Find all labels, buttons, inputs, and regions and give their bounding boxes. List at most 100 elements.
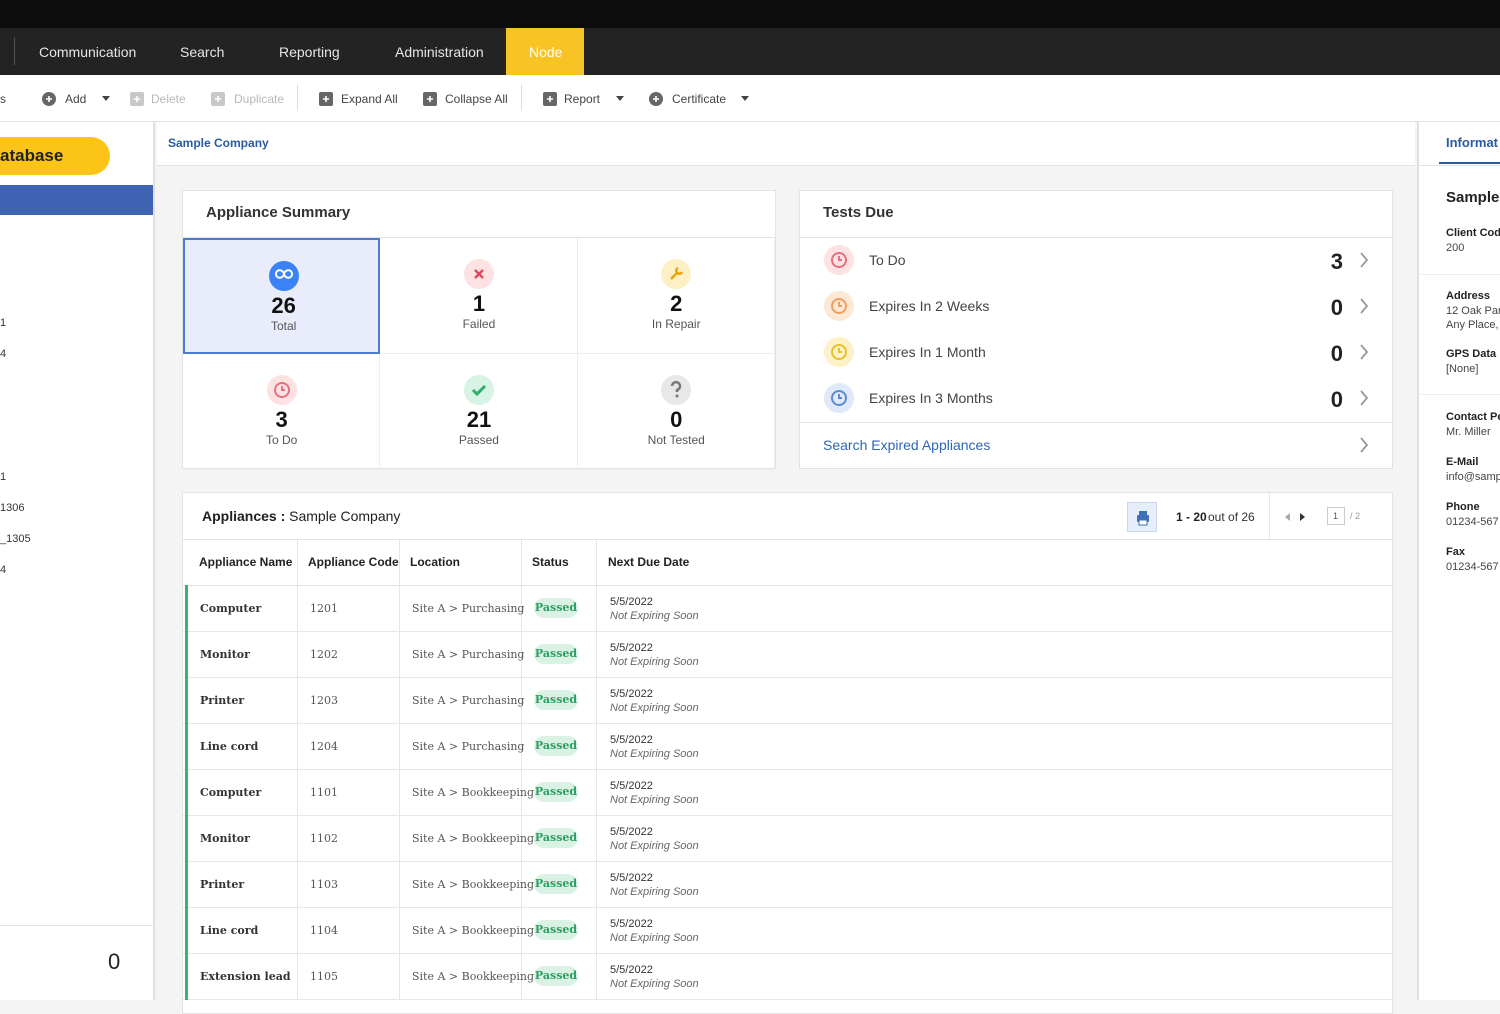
- column-divider: [399, 677, 400, 723]
- expiry-note: Not Expiring Soon: [610, 702, 699, 714]
- column-divider: [521, 723, 522, 769]
- tree-node[interactable]: 4: [0, 564, 7, 576]
- clock-icon-part: [838, 394, 842, 399]
- tree-node[interactable]: 1: [0, 471, 7, 483]
- status-pill: Passed: [534, 690, 578, 710]
- column-divider: [399, 585, 400, 631]
- nav-item[interactable]: Administration: [395, 44, 484, 60]
- tile-label: In Repair: [651, 317, 701, 331]
- table-row[interactable]: Computer 1201 Site A > Purchasing Passed 5/5…: [183, 585, 1392, 632]
- summary-tile[interactable]: 0 Not Tested: [577, 354, 775, 470]
- status-text: Passed: [534, 923, 578, 936]
- database-button-label: atabase: [0, 146, 64, 165]
- dropdown-caret: [102, 96, 110, 101]
- toolbar-button[interactable]: Report: [564, 92, 601, 106]
- tile-value: 2: [670, 291, 683, 316]
- status-text: Passed: [534, 693, 578, 706]
- summary-tile[interactable]: 3 To Do: [183, 354, 381, 470]
- status-pill: Passed: [534, 782, 578, 802]
- toolbar-icon-part: [46, 96, 52, 102]
- database-button[interactable]: atabase: [0, 137, 110, 175]
- appliance-name: Line cord: [200, 924, 259, 937]
- summary-tile[interactable]: 21 Passed: [380, 354, 578, 470]
- info-tab[interactable]: Informat: [1446, 135, 1498, 150]
- summary-tile[interactable]: 1 Failed: [380, 238, 578, 354]
- breadcrumb[interactable]: Sample Company: [168, 136, 269, 150]
- table-row[interactable]: Extension lead 1105 Site A > Bookkeeping Pa…: [183, 953, 1392, 1000]
- column-divider: [521, 677, 522, 723]
- toolbar: s Add Delete Duplicate Expand All Collapse Al…: [0, 75, 1500, 122]
- table-row[interactable]: Monitor 1202 Site A > Purchasing Passed 5/5/…: [183, 631, 1392, 678]
- tests-due-row[interactable]: Expires In 2 Weeks 0: [800, 283, 1392, 329]
- toolbar-button[interactable]: Add: [65, 92, 87, 106]
- status-text: Passed: [534, 739, 578, 752]
- toolbar-button[interactable]: Expand All: [341, 92, 398, 106]
- table-row[interactable]: Monitor 1102 Site A > Bookkeeping Passed 5/5…: [183, 815, 1392, 862]
- status-pill: Passed: [534, 598, 578, 618]
- column-divider: [521, 815, 522, 861]
- status-pill: Passed: [534, 736, 578, 756]
- nav-item[interactable]: Reporting: [279, 44, 340, 60]
- page-input[interactable]: 1: [1327, 507, 1345, 525]
- column-divider: [596, 815, 597, 861]
- table-row[interactable]: Computer 1101 Site A > Bookkeeping Passed 5/…: [183, 769, 1392, 816]
- field-value: 01234-567: [1446, 516, 1499, 528]
- toolbar-button[interactable]: s: [0, 92, 6, 106]
- tree-node[interactable]: 1: [0, 317, 7, 329]
- dropdown-caret: [616, 96, 624, 101]
- column-header[interactable]: Next Due Date: [608, 555, 690, 569]
- clock-icon-part: [831, 298, 847, 314]
- tree-node[interactable]: 4: [0, 348, 7, 360]
- column-header[interactable]: Appliance Name: [199, 555, 293, 569]
- table-row[interactable]: Printer 1103 Site A > Bookkeeping Passed 5/5…: [183, 861, 1392, 908]
- table-row[interactable]: Line cord 1104 Site A > Bookkeeping Passed 5…: [183, 907, 1392, 954]
- tests-due-row[interactable]: Expires In 1 Month 0: [800, 329, 1392, 375]
- toolbar-icon-part: [427, 96, 433, 102]
- tests-due-row[interactable]: Expires In 3 Months 0: [800, 375, 1392, 421]
- search-expired-link[interactable]: Search Expired Appliances: [800, 423, 1392, 468]
- column-header[interactable]: Appliance Code: [308, 555, 399, 569]
- tile-icon-part: [274, 269, 293, 279]
- appliance-name: Computer: [200, 786, 262, 799]
- tests-due-row[interactable]: To Do 3: [800, 237, 1392, 283]
- tile-icon-part: [471, 384, 486, 397]
- info-name: Sample: [1446, 189, 1500, 206]
- tests-due-count: 0: [1330, 387, 1343, 412]
- toolbar-button: Delete: [151, 92, 186, 106]
- table-row[interactable]: Printer 1203 Site A > Purchasing Passed 5/5/…: [183, 677, 1392, 724]
- clock-icon: [824, 291, 854, 321]
- tests-due-label: To Do: [869, 252, 906, 268]
- expiry-note: Not Expiring Soon: [610, 932, 699, 944]
- column-divider: [297, 540, 298, 585]
- nav-item[interactable]: Node: [529, 44, 563, 60]
- print-button[interactable]: [1127, 502, 1157, 532]
- toolbar-button[interactable]: Certificate: [672, 92, 727, 106]
- column-divider: [297, 723, 298, 769]
- summary-tile[interactable]: 2 In Repair: [577, 238, 775, 354]
- tree-node[interactable]: 1306: [0, 502, 25, 514]
- prev-page-part: [1285, 513, 1290, 521]
- expiry-note: Not Expiring Soon: [610, 886, 699, 898]
- toolbar-icon-part: [323, 96, 329, 102]
- title-company: Sample Company: [289, 508, 401, 524]
- nav-item[interactable]: Search: [180, 44, 225, 60]
- clock-icon-part: [831, 390, 847, 406]
- column-divider: [521, 907, 522, 953]
- column-divider: [521, 540, 522, 585]
- column-header[interactable]: Status: [532, 555, 569, 569]
- tile-label: Failed: [462, 317, 496, 331]
- due-date: 5/5/2022: [610, 642, 653, 654]
- status-pill: Passed: [534, 920, 578, 940]
- status-pill: Passed: [534, 828, 578, 848]
- column-divider: [399, 953, 400, 999]
- field-value: info@samp: [1446, 471, 1500, 483]
- column-header[interactable]: Location: [410, 555, 460, 569]
- summary-tile[interactable]: 26 Total: [183, 238, 381, 354]
- column-divider: [596, 769, 597, 815]
- nav-item[interactable]: Communication: [39, 44, 137, 60]
- toolbar-button[interactable]: Collapse All: [445, 92, 508, 106]
- tree-node[interactable]: _1305: [0, 533, 31, 545]
- column-divider: [399, 815, 400, 861]
- table-row[interactable]: Line cord 1204 Site A > Purchasing Passed 5/…: [183, 723, 1392, 770]
